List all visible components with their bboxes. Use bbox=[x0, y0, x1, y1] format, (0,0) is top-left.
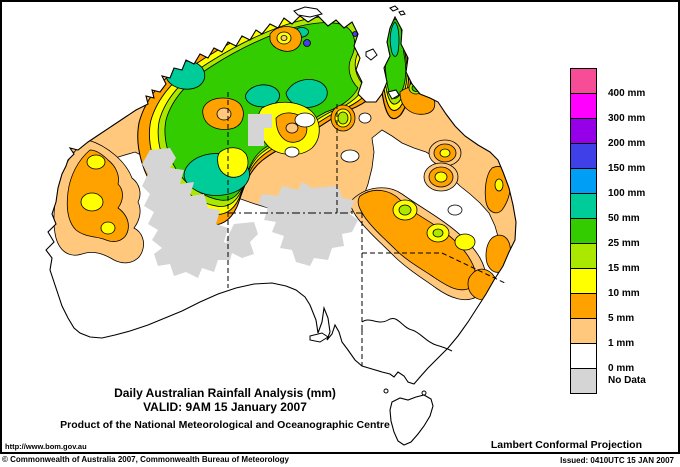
legend-label: No Data bbox=[608, 375, 646, 386]
legend-label: 10 mm bbox=[608, 288, 640, 299]
legend-swatch bbox=[570, 118, 597, 144]
legend-swatch bbox=[570, 368, 597, 394]
legend-swatch bbox=[570, 93, 597, 119]
legend-label: 300 mm bbox=[608, 113, 646, 124]
islands bbox=[293, 5, 427, 396]
legend-label: 100 mm bbox=[608, 188, 646, 199]
map-box: Daily Australian Rainfall Analysis (mm) … bbox=[0, 0, 680, 454]
legend-swatch bbox=[570, 268, 597, 294]
rainfall-legend: 400 mm 300 mm 200 mm 150 mm 100 mm 50 mm 25 mm… bbox=[570, 68, 646, 394]
map-title: Daily Australian Rainfall Analysis (mm) bbox=[114, 386, 336, 400]
legend-label: 0 mm bbox=[608, 363, 635, 374]
legend-swatch bbox=[570, 293, 597, 319]
copyright-text: © Commonwealth of Australia 2007, Common… bbox=[2, 455, 289, 464]
footer-strip: © Commonwealth of Australia 2007, Common… bbox=[0, 454, 680, 467]
issued-timestamp: Issued: 0410UTC 15 JAN 2007 bbox=[560, 456, 674, 465]
legend-swatch bbox=[570, 318, 597, 344]
state-borders bbox=[227, 92, 506, 366]
legend-swatch bbox=[570, 243, 597, 269]
legend-swatch bbox=[570, 218, 597, 244]
legend-swatch bbox=[570, 343, 597, 369]
legend-label: 25 mm bbox=[608, 238, 640, 249]
projection-label: Lambert Conformal Projection bbox=[490, 439, 642, 451]
legend-swatch bbox=[570, 193, 597, 219]
legend-label: 50 mm bbox=[608, 213, 640, 224]
legend-swatch bbox=[570, 68, 597, 94]
no-data-patches bbox=[142, 114, 358, 278]
legend-label: 200 mm bbox=[608, 138, 646, 149]
legend-label: 1 mm bbox=[608, 338, 635, 349]
legend-label: 150 mm bbox=[608, 163, 646, 174]
legend-label: 5 mm bbox=[608, 313, 635, 324]
bom-url: http://www.bom.gov.au bbox=[5, 442, 87, 451]
map-valid-time: VALID: 9AM 15 January 2007 bbox=[143, 400, 307, 414]
australia-rainfall-map bbox=[45, 5, 517, 446]
legend-swatch bbox=[570, 143, 597, 169]
legend-label: 15 mm bbox=[608, 263, 640, 274]
legend-swatch bbox=[570, 168, 597, 194]
map-subtitle: Product of the National Meteorological a… bbox=[60, 419, 390, 431]
legend-label: 400 mm bbox=[608, 88, 646, 99]
map-title-block: Daily Australian Rainfall Analysis (mm) … bbox=[40, 386, 410, 431]
